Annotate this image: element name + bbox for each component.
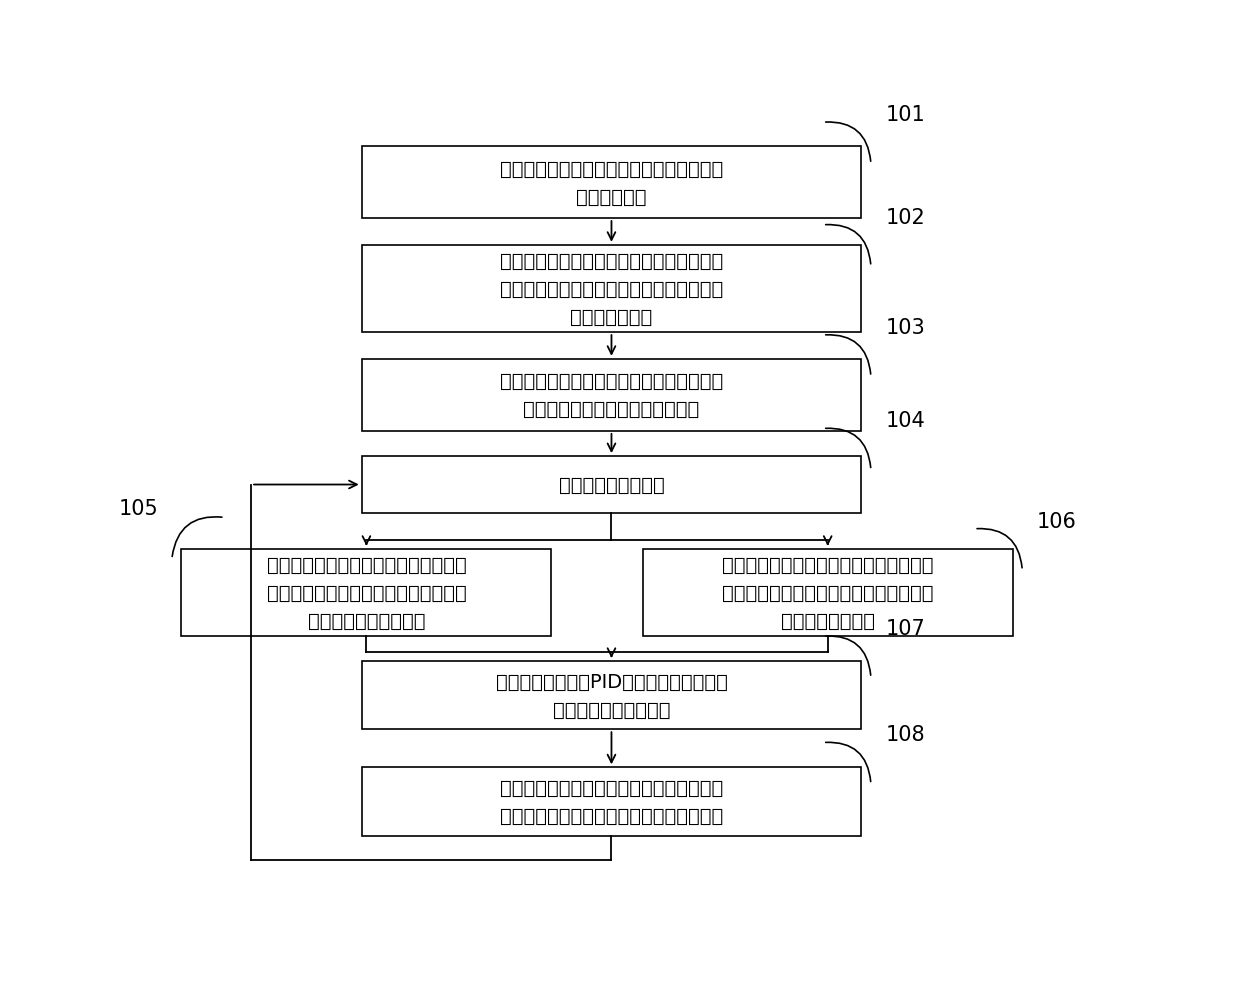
Text: 102: 102	[885, 207, 925, 228]
Text: 103: 103	[885, 317, 925, 337]
Bar	[362, 457, 862, 514]
Bar	[362, 767, 862, 836]
Text: 当所述机房温度低于第二预设温度时，关
闭所述空调，以使得所述机房温度不低于
所述第二预设温度: 当所述机房温度低于第二预设温度时，关 闭所述空调，以使得所述机房温度不低于 所述…	[722, 555, 934, 630]
Text: 107: 107	[885, 618, 925, 638]
Text: 获取所述机房的温度: 获取所述机房的温度	[558, 475, 665, 495]
Bar	[181, 549, 552, 637]
Text: 根据所述开启时间控制所述空调开启以及根
据所述关闭时间控制所述空调关闭: 根据所述开启时间控制所述空调开启以及根 据所述关闭时间控制所述空调关闭	[500, 372, 723, 419]
Text: 105: 105	[119, 498, 159, 518]
Bar	[362, 662, 862, 730]
Bar	[642, 549, 1013, 637]
Text: 采用比例积分微分PID控制算法调整所述开
启时间和所述关闭时间: 采用比例积分微分PID控制算法调整所述开 启时间和所述关闭时间	[496, 671, 728, 719]
Text: 108: 108	[885, 725, 925, 744]
Bar	[362, 147, 862, 219]
Text: 根据所述调整的开启时间控制所述空调开启
以及所述调整的关闭时间控制所述空调关闭: 根据所述调整的开启时间控制所述空调开启 以及所述调整的关闭时间控制所述空调关闭	[500, 778, 723, 825]
Text: 当所述机房温度高于第一预设温度时，
开启所述空调，以使得所述机房温度不
高于所述第一预设温度: 当所述机房温度高于第一预设温度时， 开启所述空调，以使得所述机房温度不 高于所述…	[267, 555, 466, 630]
Bar	[362, 246, 862, 333]
Text: 101: 101	[885, 105, 925, 125]
Text: 根据所述空调的功率参数和所述设备的发热
量计算所述空调开启的开启时间和所述空调
关闭的关闭时间: 根据所述空调的功率参数和所述设备的发热 量计算所述空调开启的开启时间和所述空调 …	[500, 251, 723, 326]
Bar	[362, 359, 862, 432]
Text: 104: 104	[885, 411, 925, 431]
Text: 106: 106	[1037, 511, 1076, 531]
Text: 获取机房的空调的功率参数以及所述机房的
设备的发热量: 获取机房的空调的功率参数以及所述机房的 设备的发热量	[500, 160, 723, 206]
